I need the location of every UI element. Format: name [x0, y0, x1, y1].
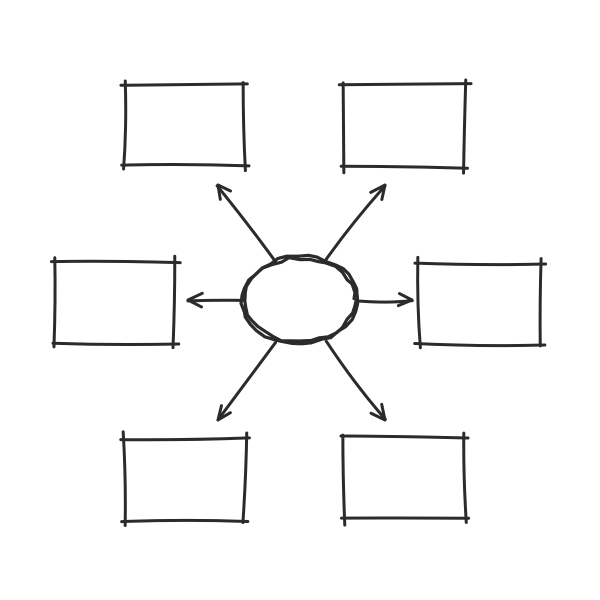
mindmap-diagram: [0, 0, 600, 600]
arrow-to-mid-right: [358, 294, 412, 306]
box-top-right: [339, 80, 471, 173]
arrow-to-top-left: [217, 185, 275, 262]
box-mid-left: [51, 256, 180, 347]
arrow-to-bottom-left: [218, 343, 276, 420]
arrow-to-bottom-right: [326, 341, 385, 420]
arrow-to-mid-left: [188, 293, 244, 307]
arrow-to-top-right: [326, 185, 385, 260]
box-bottom-right: [341, 433, 469, 525]
box-mid-right: [415, 257, 546, 347]
center-node: [241, 255, 358, 343]
box-top-left: [121, 81, 249, 171]
box-bottom-left: [121, 432, 250, 526]
